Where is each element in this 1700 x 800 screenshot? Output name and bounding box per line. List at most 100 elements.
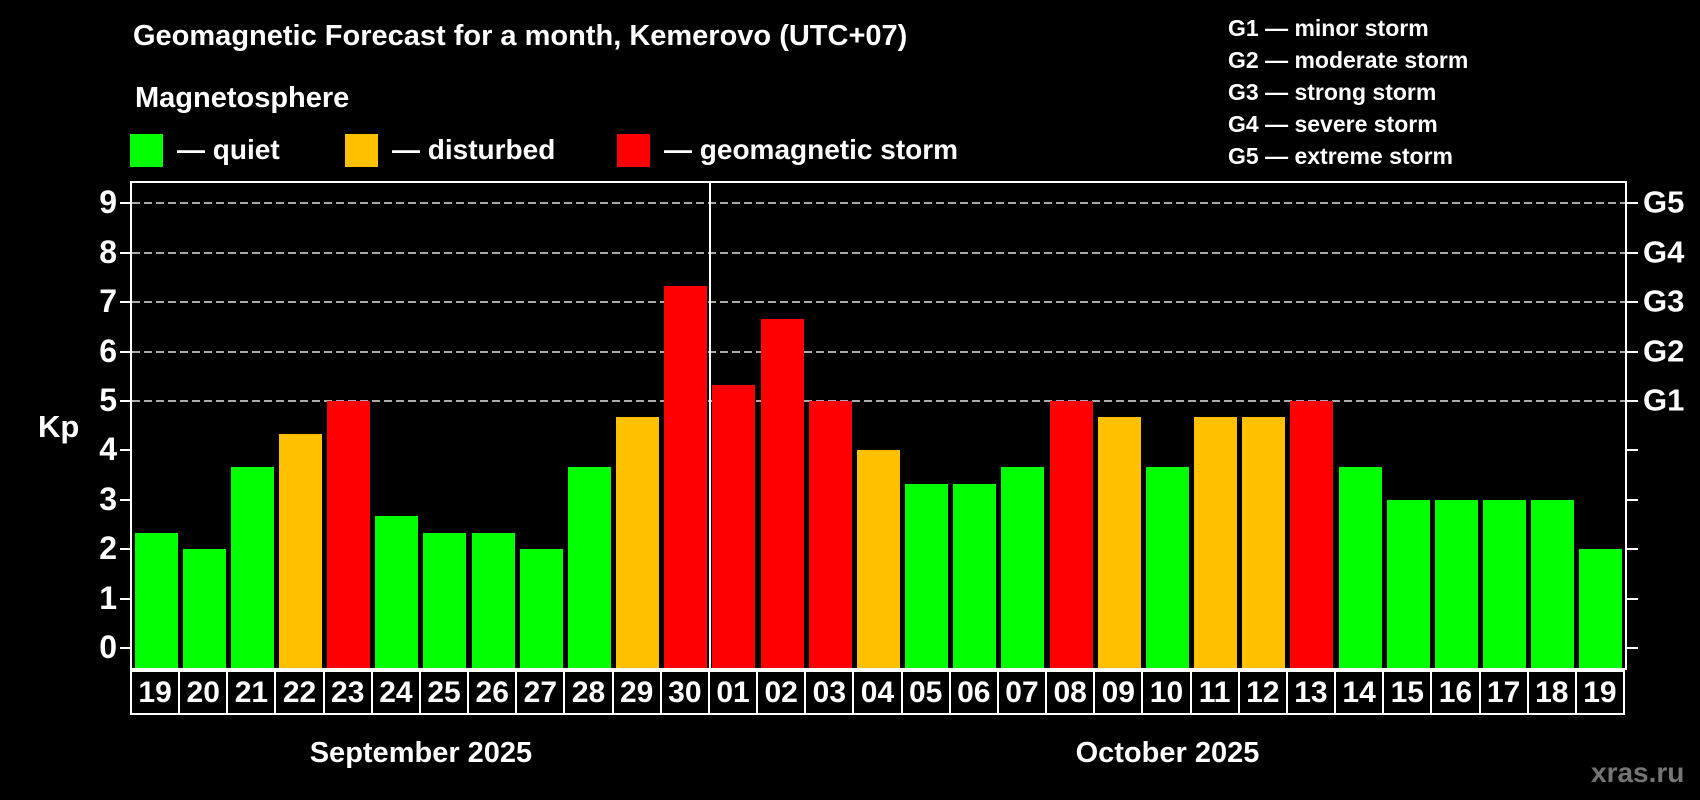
y-tick-label-9: 9 [99,184,117,221]
kp-bar-15 [1386,499,1430,668]
kp-bar-14 [1338,466,1382,668]
plot-area [130,181,1627,670]
kp-bar-05 [905,483,949,668]
kp-bar-01 [712,384,756,668]
quiet-swatch-icon [130,133,163,167]
kp-bar-02 [760,318,804,668]
left-tick-kp9 [120,202,132,205]
left-tick-kp4 [120,449,132,452]
kp-bar-13 [1290,401,1334,668]
date-cell-16: 05 [900,670,951,715]
kp-bar-23 [327,401,371,668]
right-tick-kp7 [1626,301,1638,304]
left-tick-kp0 [120,647,132,649]
watermark: xras.ru [1591,757,1685,788]
storm-scale-line-g2: G2 — moderate storm [1228,47,1469,73]
left-tick-kp6 [120,350,132,353]
kp-bar-28 [567,466,611,668]
y-tick-label-4: 4 [99,431,117,468]
kp-bar-10 [1145,466,1189,668]
storm-scale-line-g3: G3 — strong storm [1228,79,1437,105]
date-cell-12: 01 [707,670,759,715]
kp-bar-24 [375,516,419,668]
kp-bar-08 [1049,401,1093,668]
date-cell-18: 07 [996,670,1048,715]
y-tick-label-1: 1 [99,579,117,616]
kp-bar-30 [664,285,708,668]
g-scale-label-g4: G4 [1643,234,1685,270]
storm-swatch-icon [617,133,650,167]
kp-bar-27 [519,549,563,668]
kp-bar-19 [1579,549,1623,668]
date-cell-15: 04 [852,670,903,715]
date-cell-1: 20 [178,670,229,715]
date-cell-10: 29 [611,670,662,715]
left-tick-kp1 [120,597,132,600]
right-tick-kp1 [1626,597,1638,600]
right-tick-kp2 [1626,548,1638,551]
month-divider-line [708,183,711,668]
kp-bar-22 [278,434,322,668]
legend-label-quiet: — quiet [177,134,280,165]
right-tick-kp0 [1626,647,1638,649]
date-cell-6: 25 [418,670,470,715]
right-tick-kp3 [1626,498,1638,501]
y-axis-title: Kp [38,409,80,444]
g-scale-label-g3: G3 [1643,283,1685,319]
legend-label-storm: — geomagnetic storm [664,134,959,165]
y-tick-label-2: 2 [99,529,117,566]
date-cell-4: 23 [322,670,373,715]
right-tick-kp4 [1626,449,1638,452]
month-label-september: September 2025 [309,737,533,769]
kp-bar-12 [1242,417,1286,668]
legend-item-disturbed: — disturbed [345,133,555,167]
date-cell-19: 08 [1045,670,1096,715]
kp-bar-29 [616,417,660,668]
y-tick-label-6: 6 [99,332,117,369]
date-cell-17: 06 [948,670,999,715]
storm-scale-line-g4: G4 — severe storm [1228,111,1438,137]
gridline-kp5 [132,400,1625,402]
right-tick-kp8 [1626,251,1638,254]
kp-bar-19 [134,532,178,668]
gridline-kp7 [132,301,1625,304]
y-tick-label-3: 3 [99,480,117,517]
date-cell-23: 12 [1237,670,1288,715]
kp-bar-20 [182,549,226,668]
gridline-kp8 [132,251,1625,254]
date-cell-11: 30 [659,670,710,715]
left-tick-kp7 [120,301,132,304]
y-tick-label-8: 8 [99,233,117,270]
date-cell-13: 02 [756,670,807,715]
kp-bar-17 [1483,499,1527,668]
date-cell-8: 27 [515,670,566,715]
date-cell-0: 19 [130,670,181,715]
y-tick-label-5: 5 [99,381,117,418]
left-tick-kp8 [120,251,132,254]
right-tick-kp6 [1626,350,1638,353]
right-tick-kp9 [1626,202,1638,205]
date-cell-24: 13 [1285,670,1337,715]
date-cell-29: 18 [1526,670,1577,715]
storm-scale-line-g5: G5 — extreme storm [1228,143,1453,169]
g-scale-label-g2: G2 [1643,332,1685,368]
right-tick-kp5 [1626,400,1638,402]
kp-bar-26 [471,532,515,668]
date-cell-5: 24 [370,670,421,715]
storm-scale-line-g1: G1 — minor storm [1228,15,1429,41]
legend-label-disturbed: — disturbed [392,134,556,165]
kp-bar-07 [1001,466,1045,668]
date-cell-30: 19 [1574,670,1625,715]
left-tick-kp5 [120,400,132,402]
g-scale-label-g5: G5 [1643,184,1685,220]
date-cell-28: 17 [1478,670,1529,715]
date-cell-21: 10 [1141,670,1192,715]
kp-bar-03 [808,401,852,668]
kp-bar-25 [423,532,467,668]
date-cell-25: 14 [1334,670,1385,715]
date-cell-7: 26 [467,670,518,715]
chart-title: Geomagnetic Forecast for a month, Kemero… [133,20,908,52]
disturbed-swatch-icon [345,133,378,167]
kp-bar-18 [1531,499,1575,668]
